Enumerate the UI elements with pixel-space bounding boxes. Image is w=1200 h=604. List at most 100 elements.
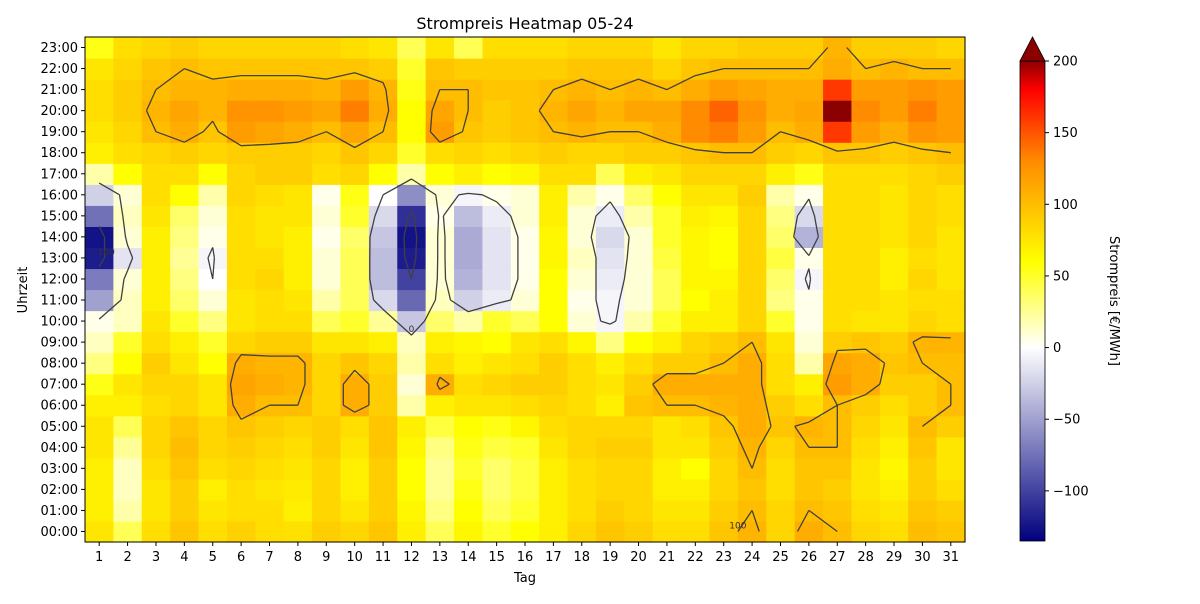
heatmap-cell <box>766 457 796 480</box>
heatmap-cell <box>766 394 796 417</box>
heatmap-cell <box>482 310 512 333</box>
heatmap-cell <box>283 163 313 185</box>
heatmap-cell <box>113 247 143 270</box>
heatmap-cell <box>794 478 824 501</box>
heatmap-cell <box>766 226 796 249</box>
heatmap-cell <box>539 100 569 122</box>
heatmap-cell <box>482 205 512 227</box>
heatmap-cell <box>283 100 313 122</box>
heatmap-cell <box>539 247 569 270</box>
heatmap-cell <box>681 373 711 396</box>
heatmap-cell <box>652 289 682 312</box>
heatmap-cell <box>397 352 427 375</box>
heatmap-cell <box>936 79 966 101</box>
heatmap-cell <box>936 163 966 185</box>
heatmap-cell <box>595 205 625 227</box>
heatmap-cell <box>737 394 767 417</box>
heatmap-cell <box>681 226 711 249</box>
heatmap-cell <box>567 121 597 143</box>
heatmap-cell <box>652 58 682 80</box>
heatmap-cell <box>681 184 711 206</box>
heatmap-cell <box>113 163 143 185</box>
contour-label: -100 <box>94 248 115 258</box>
heatmap-cell <box>823 100 853 122</box>
heatmap-cell <box>851 184 881 206</box>
heatmap-cell <box>851 226 881 249</box>
heatmap-cell <box>595 520 625 543</box>
heatmap-cell <box>198 520 228 543</box>
heatmap-cell <box>368 142 398 164</box>
heatmap-cell <box>936 352 966 375</box>
heatmap-cell <box>368 268 398 291</box>
heatmap-cell <box>85 436 114 459</box>
heatmap-cell <box>425 268 455 291</box>
heatmap-cell <box>397 520 427 543</box>
heatmap-cell <box>454 226 484 249</box>
heatmap-cell <box>794 163 824 185</box>
heatmap-cell <box>567 310 597 333</box>
x-tick-label: 16 <box>517 550 534 565</box>
heatmap-cell <box>482 415 512 438</box>
heatmap-cell <box>595 457 625 480</box>
heatmap-cell <box>766 205 796 227</box>
heatmap-cell <box>595 100 625 122</box>
y-tick-label: 22:00 <box>41 62 78 77</box>
heatmap-cell <box>539 142 569 164</box>
heatmap-cell <box>198 184 228 206</box>
heatmap-cell <box>312 289 342 312</box>
heatmap-cell <box>368 394 398 417</box>
heatmap-cell <box>198 247 228 270</box>
heatmap-cell <box>539 289 569 312</box>
heatmap-cell <box>226 226 256 249</box>
heatmap-cell <box>851 121 881 143</box>
heatmap-cell <box>908 394 938 417</box>
heatmap-cell <box>823 184 853 206</box>
heatmap-cell <box>368 79 398 101</box>
heatmap-cell <box>539 226 569 249</box>
heatmap-cell <box>283 79 313 101</box>
heatmap-cell <box>425 163 455 185</box>
heatmap-cell <box>312 268 342 291</box>
heatmap-cell <box>425 184 455 206</box>
heatmap-cell <box>312 394 342 417</box>
heatmap-cell <box>113 205 143 227</box>
heatmap-cell <box>312 352 342 375</box>
y-tick-label: 09:00 <box>41 336 78 351</box>
colorbar-tick-label: 50 <box>1053 269 1070 284</box>
heatmap-cell <box>368 58 398 80</box>
heatmap-cell <box>397 226 427 249</box>
heatmap-cell <box>709 37 739 59</box>
heatmap-cell <box>368 415 398 438</box>
heatmap-cell <box>85 205 114 227</box>
heatmap-cell <box>567 289 597 312</box>
x-tick-label: 14 <box>460 550 477 565</box>
heatmap-cell <box>454 415 484 438</box>
heatmap-cell <box>226 37 256 59</box>
heatmap-cell <box>823 79 853 101</box>
heatmap-cell <box>255 205 285 227</box>
heatmap-cell <box>936 268 966 291</box>
heatmap-cell <box>255 100 285 122</box>
heatmap-cell <box>766 499 796 522</box>
heatmap-cell <box>397 331 427 354</box>
heatmap-cell <box>851 268 881 291</box>
heatmap-cell <box>936 520 966 543</box>
heatmap-cell <box>283 58 313 80</box>
heatmap-cell <box>113 478 143 501</box>
heatmap-cell <box>340 163 370 185</box>
x-tick-label: 23 <box>715 550 732 565</box>
heatmap-cell <box>113 100 143 122</box>
heatmap-cell <box>113 499 143 522</box>
heatmap-cell <box>936 415 966 438</box>
heatmap-cell <box>595 142 625 164</box>
heatmap-cell <box>737 520 767 543</box>
y-tick-label: 06:00 <box>41 399 78 414</box>
heatmap-cell <box>794 142 824 164</box>
heatmap-cell <box>312 499 342 522</box>
heatmap-cell <box>851 331 881 354</box>
heatmap-cell <box>737 37 767 59</box>
heatmap-cell <box>255 310 285 333</box>
heatmap-cell <box>851 205 881 227</box>
heatmap-cell <box>397 37 427 59</box>
